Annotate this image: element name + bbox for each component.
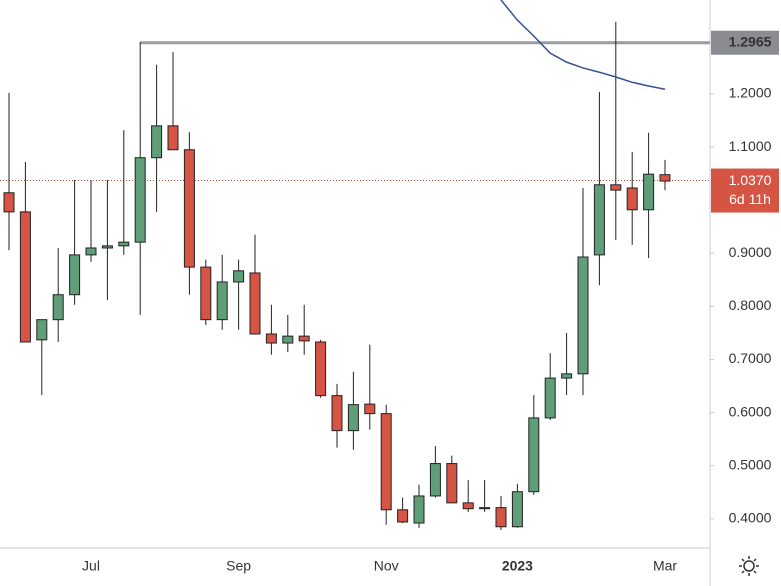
y-tick-label: 0.7000 xyxy=(729,350,772,366)
candle-body xyxy=(118,241,130,247)
candle-body xyxy=(347,404,359,432)
level-label: 1.2965 xyxy=(729,33,772,49)
candle-body xyxy=(233,270,245,283)
candle-body xyxy=(19,211,31,343)
candle-body xyxy=(544,377,556,419)
y-tick-label: 0.5000 xyxy=(729,456,772,472)
candle-body xyxy=(69,254,81,296)
candle-body xyxy=(659,174,671,182)
x-tick-label: Mar xyxy=(653,558,677,574)
candle-body xyxy=(643,173,655,211)
y-tick-label: 1.2000 xyxy=(729,85,772,101)
y-tick-label: 1.1000 xyxy=(729,138,772,154)
last-price-label: 1.0370 xyxy=(729,172,772,188)
y-tick-label: 0.8000 xyxy=(729,297,772,313)
candle-body xyxy=(561,373,573,379)
x-tick-label: 2023 xyxy=(502,558,533,574)
candle-body xyxy=(85,247,97,256)
candle-body xyxy=(495,507,507,528)
candle-body xyxy=(101,245,113,249)
x-tick-label: Nov xyxy=(374,558,399,574)
candle-body xyxy=(511,491,523,528)
candle-body xyxy=(528,417,540,493)
candle-body xyxy=(298,335,310,342)
last-price-box xyxy=(711,168,779,213)
candle-body xyxy=(265,333,277,344)
y-tick-label: 0.9000 xyxy=(729,244,772,260)
candle-body xyxy=(593,184,605,256)
candle-body xyxy=(364,403,376,415)
candle-body xyxy=(200,266,212,321)
candle-body xyxy=(413,495,425,524)
candle-body xyxy=(429,463,441,497)
candle-body xyxy=(610,184,622,191)
candle-body xyxy=(216,281,228,321)
x-tick-label: Jul xyxy=(82,558,100,574)
candle-body xyxy=(577,256,589,375)
candle-body xyxy=(446,463,458,504)
candle-body xyxy=(626,187,638,211)
plot-area xyxy=(0,0,710,530)
candle-body xyxy=(462,502,474,510)
candle-body xyxy=(315,341,327,397)
y-tick-label: 0.4000 xyxy=(729,509,772,525)
candle-body xyxy=(151,125,163,159)
candle-body xyxy=(167,125,179,151)
x-tick-label: Sep xyxy=(226,558,251,574)
y-tick-label: 0.6000 xyxy=(729,403,772,419)
level-label-box xyxy=(711,30,779,55)
candle-body xyxy=(282,335,294,344)
candle-body xyxy=(52,294,64,321)
candle-body xyxy=(134,157,146,243)
candle-body xyxy=(397,509,409,523)
candle-body xyxy=(3,192,15,213)
candle-body xyxy=(380,413,392,511)
candle-body xyxy=(331,395,343,432)
settings-icon[interactable] xyxy=(739,556,759,576)
countdown-label: 6d 11h xyxy=(729,191,771,207)
candle-body xyxy=(36,319,48,341)
moving-average xyxy=(500,0,666,90)
candle-body xyxy=(183,149,195,268)
candle-body xyxy=(479,507,491,510)
candle-body xyxy=(249,272,261,335)
